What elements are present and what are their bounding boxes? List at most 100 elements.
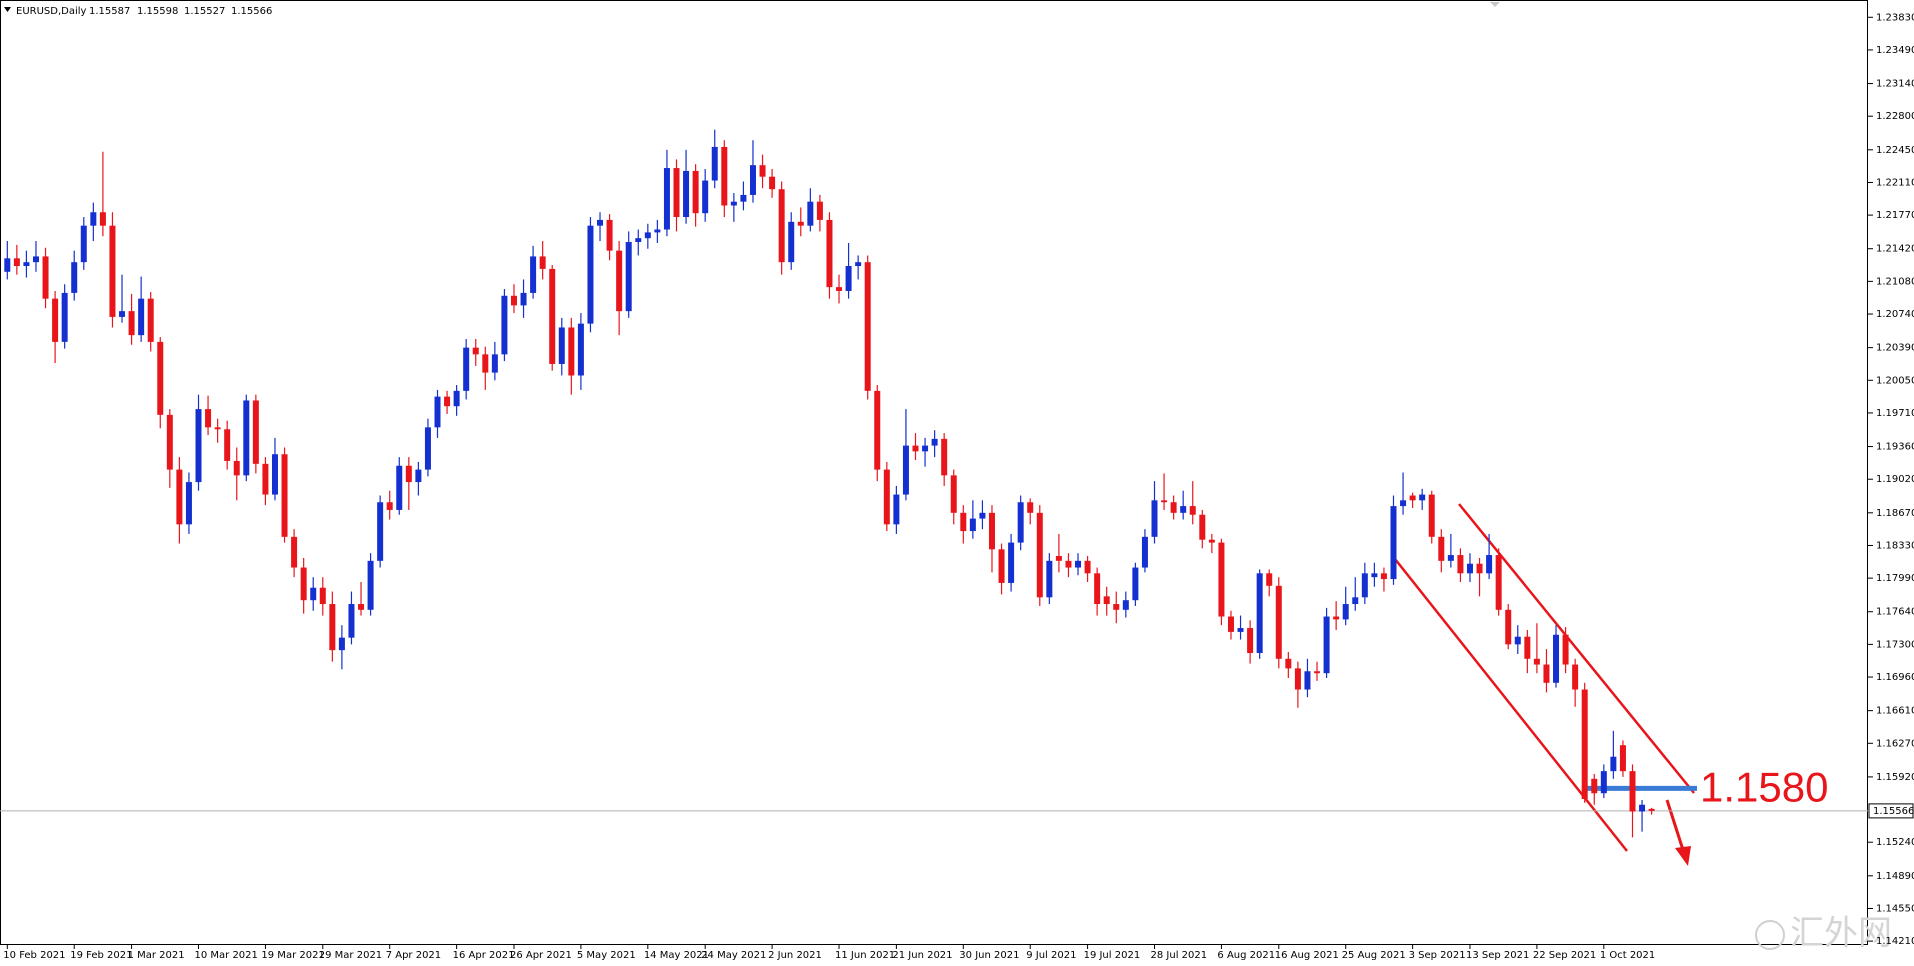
y-tick-label: 1.17300 [1876, 639, 1914, 650]
candle-body [1208, 539, 1215, 543]
candle-body [300, 567, 307, 601]
candle-body [577, 323, 584, 376]
candle-body [625, 242, 632, 312]
candle-body [243, 400, 250, 476]
candle-body [931, 438, 938, 446]
y-tick-label: 1.14210 [1876, 936, 1914, 947]
candle-body [1428, 494, 1435, 537]
candle-body [855, 262, 862, 267]
menu-arrow [4, 7, 11, 12]
candle-body [587, 225, 594, 324]
level-label: 1.1580 [1700, 764, 1828, 811]
scroll-marker [1490, 2, 1500, 7]
candle-body [4, 258, 11, 272]
x-tick-label: 21 Jun 2021 [892, 950, 952, 961]
candle-body [415, 469, 422, 483]
candle-body [788, 221, 795, 263]
candle-body [644, 232, 651, 239]
price-tag-label: 1.15566 [1873, 806, 1914, 817]
candle-body [99, 212, 106, 226]
candle-body [138, 298, 145, 336]
candle-body [80, 225, 87, 263]
candle-body [683, 170, 690, 218]
candle-body [692, 170, 699, 214]
candle-body [654, 229, 661, 233]
candle-body [434, 396, 441, 428]
candle-body [348, 604, 355, 638]
channel-upper [1458, 503, 1695, 794]
chart-title: EURUSD,Daily [16, 6, 87, 17]
candle-body [1553, 634, 1560, 683]
candle-body [969, 518, 976, 532]
x-tick-label: 13 Sep 2021 [1466, 950, 1529, 961]
candle-body [1113, 604, 1120, 610]
candle-body [377, 502, 384, 561]
candle-body [797, 221, 804, 226]
down-arrow-head [1675, 846, 1691, 866]
candle-body [453, 390, 460, 407]
x-tick-label: 28 Jul 2021 [1151, 950, 1208, 961]
candle-body [759, 165, 766, 177]
candle-body [960, 512, 967, 532]
candle-body [1361, 573, 1368, 598]
candle-body [1543, 664, 1550, 683]
candle-body [463, 347, 470, 391]
candle-body [1476, 563, 1483, 574]
candle-body [1084, 560, 1091, 574]
x-tick-label: 2 Jun 2021 [768, 950, 822, 961]
y-tick-label: 1.20740 [1876, 309, 1914, 320]
candle-body [1094, 573, 1101, 605]
y-tick-label: 1.22800 [1876, 111, 1914, 122]
y-tick-label: 1.21420 [1876, 244, 1914, 255]
y-tick-label: 1.23830 [1876, 12, 1914, 23]
y-tick-label: 1.17990 [1876, 573, 1914, 584]
watermark-circle [1755, 920, 1785, 950]
watermark: 汇外网 [1790, 914, 1892, 954]
candle-body [195, 409, 202, 483]
candle-body [358, 604, 365, 610]
header-high: 1.15598 [137, 6, 178, 17]
x-tick-label: 7 Apr 2021 [386, 950, 441, 961]
x-tick-label: 10 Feb 2021 [3, 950, 65, 961]
x-tick-label: 14 May 2021 [644, 950, 709, 961]
candle-body [1218, 542, 1225, 617]
candle-body [405, 465, 412, 483]
x-tick-label: 1 Oct 2021 [1600, 950, 1655, 961]
candle-body [224, 429, 231, 461]
x-tick-label: 1 Mar 2021 [128, 950, 185, 961]
y-tick-label: 1.18330 [1876, 540, 1914, 551]
candle-body [13, 258, 20, 267]
candle-body [883, 469, 890, 525]
candle-body [1581, 689, 1588, 799]
candle-body [1055, 556, 1062, 561]
candle-body [568, 327, 575, 376]
y-tick-label: 1.14550 [1876, 903, 1914, 914]
candle-body [61, 292, 68, 342]
candle-body [1610, 756, 1617, 772]
candle-body [740, 194, 747, 202]
candle-body [1333, 616, 1340, 620]
candle-body [1199, 514, 1206, 540]
candle-body [998, 549, 1005, 583]
candle-body [1457, 555, 1464, 574]
candle-body [1619, 745, 1626, 772]
y-tick-label: 1.19710 [1876, 408, 1914, 419]
candle-body [1533, 658, 1540, 665]
x-tick-label: 11 Jun 2021 [835, 950, 895, 961]
x-tick-label: 19 Feb 2021 [70, 950, 132, 961]
y-tick-label: 1.16960 [1876, 672, 1914, 683]
y-tick-label: 1.16270 [1876, 738, 1914, 749]
candle-body [262, 463, 269, 495]
candle-body [1103, 596, 1110, 605]
x-tick-label: 16 Aug 2021 [1275, 950, 1339, 961]
candle-body [1371, 573, 1378, 578]
candle-body [185, 482, 192, 525]
candle-body [1180, 506, 1187, 513]
candle-body [1466, 563, 1473, 574]
channel-lower [1394, 558, 1628, 852]
candle-body [711, 146, 718, 181]
candle-body [702, 180, 709, 214]
candle-body [941, 438, 948, 476]
